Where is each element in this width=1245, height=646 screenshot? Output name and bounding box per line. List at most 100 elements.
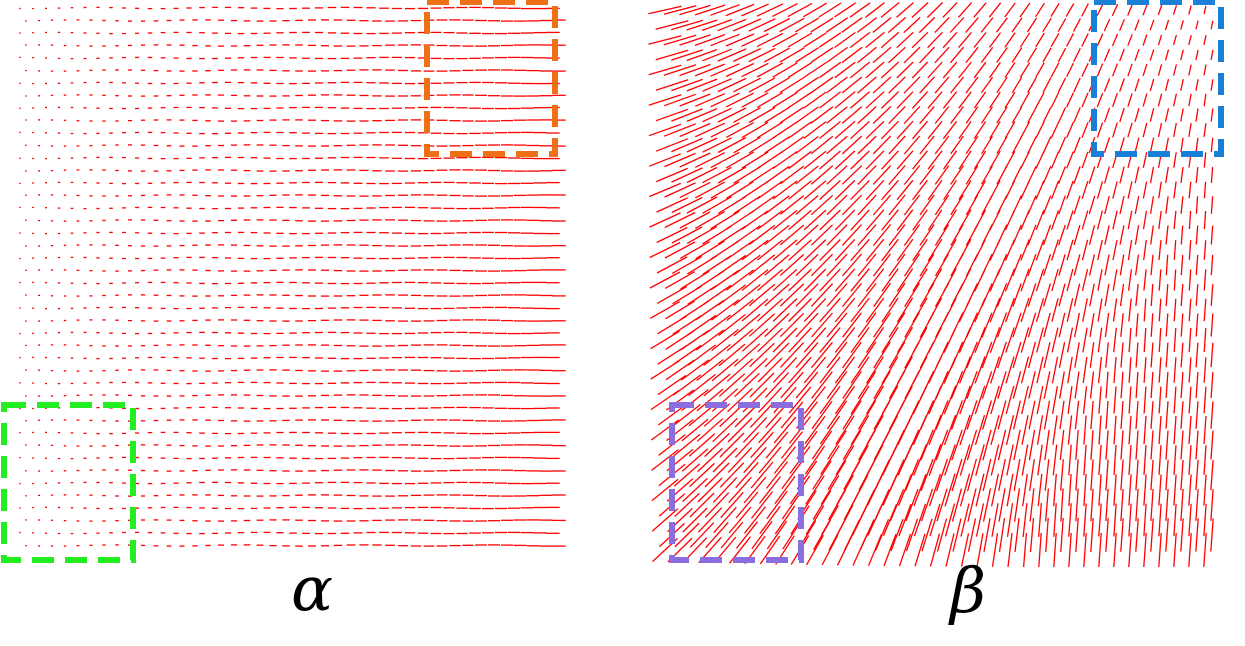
beta-segment xyxy=(1096,181,1104,199)
beta-segment xyxy=(733,195,761,215)
beta-segment xyxy=(898,503,912,537)
beta-segment xyxy=(759,535,781,565)
beta-segment xyxy=(819,150,841,170)
beta-segment xyxy=(772,180,798,200)
beta-segment xyxy=(942,2,958,18)
beta-segment xyxy=(1111,63,1119,77)
beta-segment xyxy=(826,106,848,124)
beta-segment xyxy=(772,32,798,48)
beta-segment xyxy=(850,209,870,231)
beta-segment xyxy=(990,444,1000,476)
beta-segment xyxy=(795,76,819,94)
beta-segment xyxy=(996,17,1008,33)
beta-segment xyxy=(1111,33,1119,47)
beta-segment xyxy=(803,239,827,261)
beta-segment xyxy=(695,240,725,260)
beta-segment xyxy=(1203,210,1207,230)
beta-segment xyxy=(888,105,906,125)
beta-segment xyxy=(1195,401,1199,429)
beta-segment xyxy=(826,165,848,185)
beta-segment xyxy=(804,386,826,414)
beta-segment xyxy=(772,150,798,170)
beta-segment xyxy=(996,136,1008,154)
beta-segment xyxy=(1019,32,1031,48)
beta-segment xyxy=(1173,210,1177,230)
beta-segment xyxy=(942,91,958,109)
beta-segment xyxy=(843,459,861,491)
beta-segment xyxy=(728,476,752,504)
beta-segment xyxy=(1188,181,1192,199)
beta-segment xyxy=(1119,283,1125,307)
beta-segment xyxy=(757,151,783,169)
beta-segment xyxy=(1180,401,1184,429)
beta-segment xyxy=(1112,181,1118,199)
beta-segment xyxy=(686,108,718,122)
beta-segment xyxy=(1027,341,1037,369)
beta-segment xyxy=(1127,181,1133,199)
beta-segment xyxy=(950,165,964,185)
beta-segment xyxy=(896,120,914,140)
beta-segment xyxy=(1067,356,1073,384)
beta-segment xyxy=(1134,195,1140,215)
beta-segment xyxy=(981,400,993,430)
beta-segment xyxy=(1119,254,1125,276)
beta-segment xyxy=(732,18,762,32)
beta-segment xyxy=(850,297,870,323)
beta-segment xyxy=(1012,341,1022,369)
beta-segment xyxy=(912,209,928,231)
beta-segment xyxy=(883,533,897,567)
beta-segment xyxy=(1104,254,1110,276)
beta-segment xyxy=(679,241,711,259)
beta-segment xyxy=(888,165,906,185)
beta-segment xyxy=(1143,298,1147,322)
beta-segment xyxy=(804,415,826,445)
beta-segment xyxy=(980,106,994,124)
beta-segment xyxy=(1089,371,1095,399)
beta-segment xyxy=(717,225,747,245)
beta-segment xyxy=(1028,371,1036,399)
beta-segment xyxy=(1180,254,1184,276)
beta-segment xyxy=(712,417,738,443)
beta-segment xyxy=(1134,78,1140,92)
beta-segment xyxy=(920,458,934,492)
beta-segment xyxy=(750,431,774,459)
beta-segment xyxy=(834,356,856,384)
beta-segment xyxy=(920,488,934,522)
beta-segment xyxy=(927,120,943,140)
beta-segment xyxy=(1020,151,1030,169)
beta-segment xyxy=(664,271,696,289)
beta-segment xyxy=(935,400,949,430)
beta-segment xyxy=(695,329,725,351)
beta-segment xyxy=(1165,518,1169,552)
beta-segment xyxy=(865,238,885,262)
beta-segment xyxy=(1188,503,1192,537)
beta-segment xyxy=(1068,444,1072,476)
beta-segment xyxy=(764,106,790,124)
beta-segment xyxy=(966,429,978,461)
beta-segment xyxy=(695,152,725,168)
beta-segment xyxy=(656,167,688,183)
beta-segment xyxy=(1210,313,1214,337)
beta-segment xyxy=(826,135,848,155)
beta-segment xyxy=(989,327,1001,353)
beta-segment xyxy=(944,503,956,537)
beta-segment xyxy=(717,77,747,93)
beta-segment xyxy=(1036,385,1044,415)
beta-segment xyxy=(1112,210,1118,230)
beta-segment xyxy=(1073,312,1081,338)
beta-segment xyxy=(1052,444,1058,476)
beta-segment xyxy=(990,385,1000,415)
beta-segment xyxy=(664,211,696,229)
beta-segment xyxy=(757,357,783,383)
beta-segment xyxy=(834,209,856,231)
beta-segment xyxy=(773,416,797,444)
beta-segment xyxy=(896,268,914,292)
beta-segment xyxy=(919,76,935,94)
beta-segment xyxy=(1165,430,1169,460)
beta-segment xyxy=(997,400,1007,430)
beta-segment xyxy=(997,429,1007,461)
beta-segment xyxy=(865,61,885,79)
beta-segment xyxy=(905,488,919,522)
beta-segment xyxy=(998,518,1006,552)
beta-segment xyxy=(735,491,759,519)
